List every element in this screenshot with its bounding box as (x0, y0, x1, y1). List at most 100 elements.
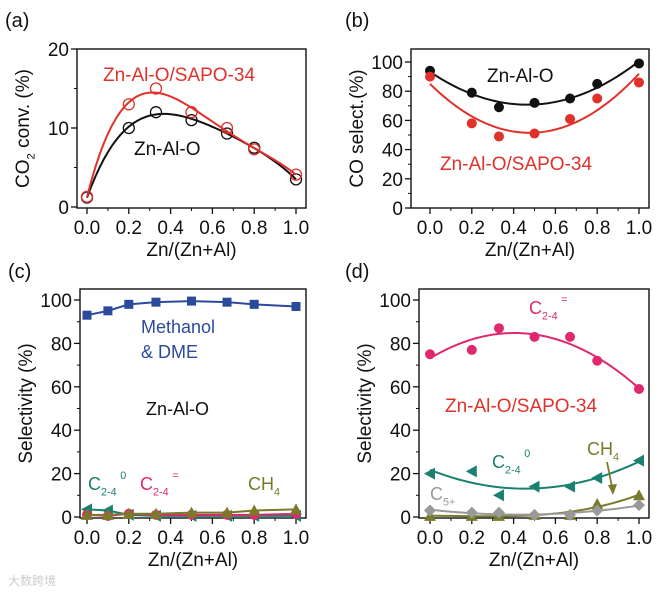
x-tick-label: 0.4 (500, 528, 527, 549)
data-point (425, 71, 435, 82)
x-tick-label: 0.6 (542, 528, 568, 549)
data-point (122, 121, 135, 135)
panel-c: (c)0.0 0.2 0.4 0.6 0.8 1.0020406080100Zn/(Zn+… (8, 261, 309, 571)
x-tick-label: 1.0 (283, 528, 309, 549)
annotation-subscript: 5+ (443, 496, 455, 508)
annotation-label: Zn-Al-O/SAPO-34 (103, 65, 255, 86)
annotation-subscript: 4 (613, 451, 619, 463)
data-point (592, 355, 603, 366)
data-point (220, 127, 234, 140)
annotation-main: Zn-Al-O/SAPO-34 (445, 396, 597, 417)
data-point (149, 82, 163, 95)
y-tick-label: 80 (382, 82, 403, 103)
annotation-main: CO (13, 159, 34, 188)
panel-label: (d) (345, 261, 369, 283)
panel-d: (d)0.0 0.2 0.4 0.6 0.8 1.0020406080100Zn/(Zn+… (345, 261, 652, 571)
data-point (564, 480, 576, 493)
data-point (290, 503, 302, 515)
x-tick-label: 0.6 (542, 218, 568, 239)
annotation-label: C2-4= (140, 470, 179, 498)
annotation-subscript: 2-4 (505, 464, 521, 476)
y-tick-label: 100 (40, 291, 72, 312)
annotation-main: C (140, 474, 153, 494)
annotation-main: CH (248, 474, 274, 494)
y-tick-label: 20 (390, 465, 411, 486)
data-point (466, 118, 477, 129)
watermark: 大数跨境 (8, 574, 57, 588)
data-point (122, 507, 135, 519)
data-point (465, 506, 478, 519)
annotation-superscript: 0 (524, 448, 530, 460)
x-tick-label: 0.0 (74, 218, 100, 239)
y-tick-label: 100 (379, 291, 411, 312)
annotation-main: C (492, 452, 505, 472)
annotation-label: C2-4= (529, 294, 568, 322)
y-tick-label: 0 (58, 198, 69, 219)
data-point (424, 504, 436, 517)
series-methanol-dme (82, 296, 301, 320)
data-point (592, 78, 603, 89)
x-tick-label: 0.4 (157, 218, 184, 239)
series-zn-al-o-sapo-34 (80, 82, 303, 203)
data-point (425, 349, 435, 360)
x-tick-label: 0.2 (459, 218, 485, 239)
data-point (289, 168, 303, 181)
data-point (222, 297, 232, 307)
annotation-label: Zn-Al-O (487, 66, 554, 87)
plot-frame (410, 48, 650, 209)
data-point (249, 299, 259, 309)
data-point (248, 143, 261, 156)
annotation-subscript: 2-4 (101, 486, 117, 498)
series-c2-4-olefins (425, 323, 644, 394)
data-point (493, 323, 504, 334)
y-axis-label: Selectivity (%) (355, 343, 376, 463)
y-axis-label: Selectivity (%) (16, 343, 37, 463)
x-tick-label: 1.0 (626, 528, 652, 549)
y-tick-label: 60 (382, 111, 403, 132)
data-point (291, 302, 301, 312)
annotation-main: Zn-Al-O (146, 399, 209, 419)
x-tick-label: 0.4 (157, 528, 184, 549)
y-tick-label: 100 (371, 53, 403, 74)
data-point (424, 467, 435, 480)
annotation-label: Zn-Al-O/SAPO-34 (445, 396, 597, 417)
data-point (634, 77, 644, 88)
data-point (529, 128, 540, 139)
data-point (220, 121, 234, 135)
annotation-main: Zn-Al-O/SAPO-34 (440, 154, 592, 175)
data-point (492, 506, 505, 519)
data-point (492, 489, 504, 502)
x-tick-label: 0.0 (417, 528, 443, 549)
data-point (248, 504, 261, 516)
data-point (528, 508, 541, 521)
y-tick-label: 20 (51, 465, 72, 486)
x-tick-label: 0.2 (459, 528, 485, 549)
data-point (493, 131, 504, 142)
data-point (529, 331, 540, 342)
data-point (81, 508, 93, 520)
data-point (565, 93, 576, 104)
data-point (633, 489, 645, 501)
y-axis-label-rest: conv. (%) (13, 69, 34, 153)
data-point (149, 106, 163, 119)
y-tick-label: 40 (382, 141, 403, 162)
series-zn-al-o-sapo-34 (425, 71, 644, 142)
y-tick-label: 40 (390, 421, 411, 442)
x-tick-label: 0.2 (116, 528, 142, 549)
series-line (87, 508, 297, 516)
data-point (149, 507, 162, 519)
y-axis-label: CO select.(%) (347, 69, 368, 187)
data-point (124, 299, 134, 309)
data-point (493, 102, 504, 113)
annotation-main: Zn-Al-O (134, 139, 201, 160)
data-point (591, 497, 604, 509)
series-ch4 (81, 503, 302, 520)
y-tick-label: 0 (392, 199, 403, 220)
annotation-main: Selectivity (%) (355, 343, 376, 463)
arrow-line (606, 461, 613, 488)
annotation-main: C (88, 474, 101, 494)
x-tick-label: 0.4 (500, 218, 527, 239)
data-point (80, 190, 94, 203)
data-point (634, 58, 644, 69)
annotation-label: & DME (141, 342, 198, 362)
